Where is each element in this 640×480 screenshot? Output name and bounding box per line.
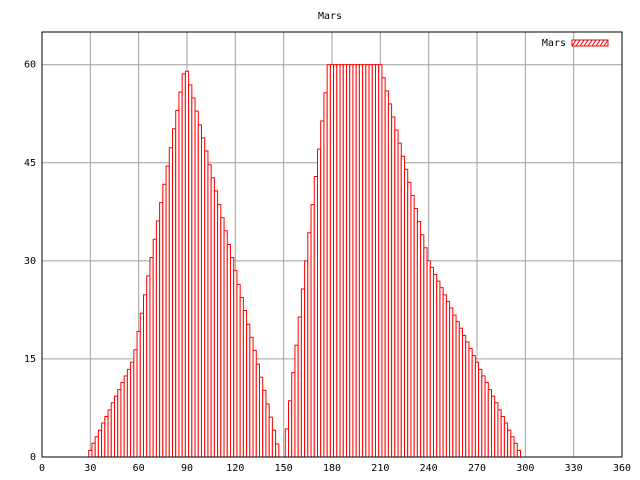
x-tick-label: 60 <box>133 463 145 474</box>
plot-frame <box>41 31 623 458</box>
legend-label: Mars <box>542 38 566 49</box>
x-tick-label: 210 <box>371 463 389 474</box>
y-tick-label: 45 <box>24 158 36 169</box>
x-tick-label: 360 <box>613 463 631 474</box>
x-tick-label: 330 <box>565 463 583 474</box>
legend-hatch <box>595 39 601 47</box>
x-tick-label: 90 <box>181 463 193 474</box>
legend-hatch <box>587 39 593 47</box>
x-tick-label: 0 <box>39 463 45 474</box>
y-tick-label: 0 <box>30 452 36 463</box>
x-tick-label: 180 <box>323 463 341 474</box>
legend-hatch <box>599 39 605 47</box>
x-tick-label: 120 <box>226 463 244 474</box>
legend-hatch <box>571 39 577 47</box>
x-tick-label: 270 <box>468 463 486 474</box>
legend-hatch <box>575 39 581 47</box>
bar <box>516 449 521 458</box>
legend-hatch <box>591 39 597 47</box>
chart-title: Mars <box>318 11 342 22</box>
x-tick-label: 300 <box>516 463 534 474</box>
y-tick-label: 30 <box>24 256 36 267</box>
legend-hatch <box>603 39 609 47</box>
legend-hatch <box>583 39 589 47</box>
x-tick-label: 30 <box>84 463 96 474</box>
x-tick-label: 240 <box>420 463 438 474</box>
y-tick-label: 60 <box>24 60 36 71</box>
bar <box>275 443 280 458</box>
legend-hatch <box>579 39 585 47</box>
y-tick-label: 15 <box>24 354 36 365</box>
x-tick-label: 150 <box>275 463 293 474</box>
